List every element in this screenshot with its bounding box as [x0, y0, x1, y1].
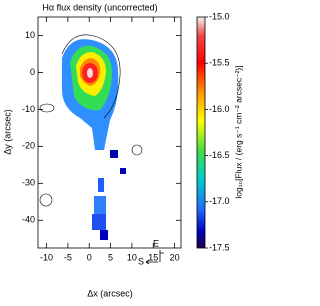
colorbar-tick-label: -15.5	[209, 58, 230, 68]
colorbar-label: log₁₀[Flux / (erg s⁻¹ cm⁻² arcsec⁻²)]	[233, 65, 243, 198]
y-tick-label: -30	[22, 178, 35, 188]
colorbar-tick-label: -17.0	[209, 196, 230, 206]
x-tick-label: -10	[40, 252, 53, 262]
colorbar-tick-label: -17.5	[209, 242, 230, 252]
chart-title: Hα flux density (uncorrected)	[42, 2, 157, 12]
colorbar-tick-label: -15.0	[209, 11, 230, 21]
compass	[145, 250, 164, 265]
y-tick-label: 0	[30, 67, 35, 77]
x-tick-label: -5	[64, 252, 72, 262]
x-tick-label: 0	[87, 252, 92, 262]
annotation: S	[138, 256, 144, 266]
y-axis-label: Δy (arcsec)	[2, 109, 12, 155]
x-tick-label: 20	[170, 252, 180, 262]
y-tick-label: -20	[22, 141, 35, 151]
colorbar-tick-label: -16.0	[209, 104, 230, 114]
x-axis-label: Δx (arcsec)	[87, 288, 133, 298]
y-tick-label: 10	[25, 30, 35, 40]
flux-map	[39, 34, 143, 240]
y-tick-label: -40	[22, 215, 35, 225]
x-tick-label: 5	[108, 252, 113, 262]
y-tick-label: -10	[22, 104, 35, 114]
x-tick-label: 10	[127, 252, 137, 262]
colorbar	[196, 16, 206, 249]
plot-frame	[37, 16, 182, 249]
chart: Hα flux density (uncorrected) Δx (arcsec…	[2, 2, 243, 298]
x-tick-label: 15	[148, 252, 158, 262]
annotation: E	[153, 238, 159, 248]
colorbar-tick-label: -16.5	[209, 150, 230, 160]
